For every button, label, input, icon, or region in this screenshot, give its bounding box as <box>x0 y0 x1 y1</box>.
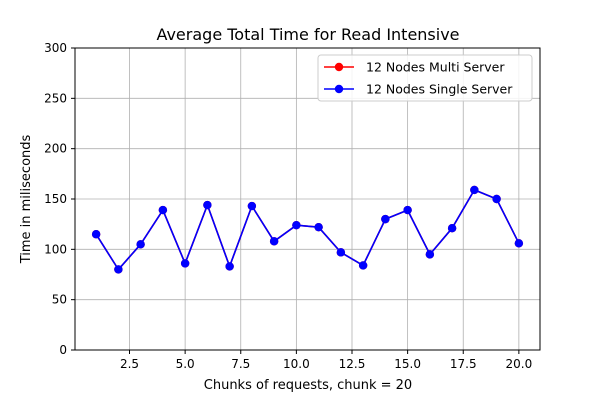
data-point <box>203 200 212 210</box>
data-point <box>447 223 457 233</box>
x-tick-label: 15.0 <box>394 357 421 371</box>
legend-entry-label: 12 Nodes Multi Server <box>366 60 505 75</box>
legend-swatch-marker <box>334 62 344 72</box>
data-point <box>336 248 346 257</box>
data-point <box>425 250 435 259</box>
x-tick-label: 7.5 <box>231 357 250 371</box>
legend-swatch-marker <box>334 84 344 94</box>
data-point <box>381 214 390 224</box>
series-line <box>95 189 520 271</box>
data-point <box>136 240 145 249</box>
data-point <box>292 220 301 230</box>
chart-title: Average Total Time for Read Intensive <box>156 25 459 44</box>
x-tick-label: 5.0 <box>176 357 195 371</box>
data-point <box>314 222 323 232</box>
legend: 12 Nodes Multi Server 12 Nodes Single Ser… <box>317 54 533 102</box>
y-axis-label: Time in miliseconds <box>19 134 34 264</box>
data-point <box>225 262 234 271</box>
y-tick-label: 50 <box>52 293 67 307</box>
x-tick-label: 2.5 <box>120 357 139 371</box>
y-tick-label: 0 <box>59 343 67 357</box>
x-tick-label: 17.5 <box>450 357 477 371</box>
data-point <box>358 261 368 270</box>
x-tick-label: 12.5 <box>339 357 366 371</box>
axis-ticks: 2.5 5.0 7.5 10.0 12.5 15.0 17.5 20.0 0 50 100 150 20… <box>44 41 532 371</box>
y-tick-label: 250 <box>44 91 67 105</box>
data-point <box>158 205 168 215</box>
data-point <box>114 265 123 274</box>
legend-entry-label: 12 Nodes Single Server <box>366 82 513 97</box>
data-point <box>403 205 412 215</box>
y-tick-label: 150 <box>44 192 67 206</box>
x-tick-label: 20.0 <box>506 357 533 371</box>
x-tick-label: 10.0 <box>283 357 310 371</box>
y-tick-label: 300 <box>44 41 67 55</box>
data-point <box>514 239 524 248</box>
y-tick-label: 200 <box>44 142 67 156</box>
data-point <box>269 237 279 246</box>
data-point <box>180 259 190 268</box>
y-tick-label: 100 <box>44 242 67 256</box>
x-axis-label: Chunks of requests, chunk = 20 <box>204 378 412 393</box>
data-point <box>470 185 479 195</box>
data-point <box>247 201 257 211</box>
data-point <box>91 230 101 239</box>
legend-box <box>317 54 533 102</box>
data-point <box>492 194 501 204</box>
plot-series <box>91 185 524 274</box>
series-12-nodes-single-server <box>91 185 524 274</box>
